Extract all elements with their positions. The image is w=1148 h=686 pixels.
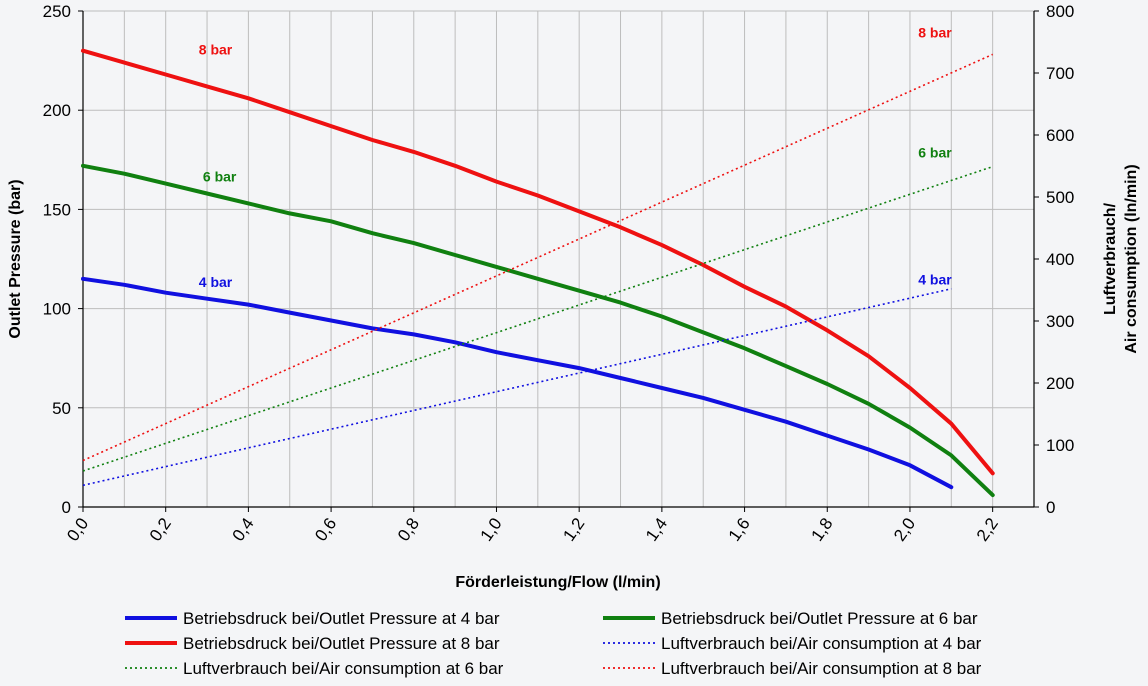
curve-annotation: 6 bar: [203, 169, 237, 185]
curve-annotation: 4 bar: [918, 271, 952, 287]
legend-label: Luftverbrauch bei/Air consumption at 4 b…: [661, 634, 982, 653]
y-tick-label: 100: [43, 300, 71, 319]
y2-tick-label: 800: [1046, 2, 1074, 21]
x-tick-label: 0,2: [146, 514, 175, 544]
legend-label: Betriebsdruck bei/Outlet Pressure at 4 b…: [183, 609, 500, 628]
series-line: [82, 288, 952, 487]
curve-annotation: 8 bar: [199, 42, 233, 58]
legend-label: Betriebsdruck bei/Outlet Pressure at 8 b…: [183, 634, 500, 653]
x-tick-label: 1,4: [642, 514, 671, 544]
x-tick-label: 0,8: [394, 514, 423, 544]
curve-annotation: 6 bar: [918, 144, 952, 160]
series-line: [81, 276, 954, 490]
y2-tick-label: 700: [1046, 64, 1074, 83]
curve-annotation: 4 bar: [199, 274, 233, 290]
legend-label: Betriebsdruck bei/Outlet Pressure at 6 b…: [661, 609, 978, 628]
y2-tick-label: 500: [1046, 188, 1074, 207]
legend-label: Luftverbrauch bei/Air consumption at 8 b…: [661, 659, 982, 678]
y2-tick-label: 300: [1046, 312, 1074, 331]
y-axis-title: Outlet Pressure (bar): [7, 179, 24, 338]
x-tick-label: 2,0: [890, 514, 919, 544]
axes: [78, 10, 1039, 512]
y2-axis-title-line2: Air consumption (ln/min): [1123, 164, 1140, 353]
curve-annotations: 8 bar 6 bar 4 bar 8 bar 6 bar 4 bar: [199, 25, 952, 290]
series-line: [81, 48, 995, 476]
legend-label: Luftverbrauch bei/Air consumption at 6 b…: [183, 659, 504, 678]
x-tick-label: 0,6: [311, 514, 340, 544]
y2-tick-label: 600: [1046, 126, 1074, 145]
y2-tick-label: 200: [1046, 374, 1074, 393]
y2-tick-label: 0: [1046, 498, 1055, 517]
y-tick-label: 50: [52, 399, 71, 418]
x-tick-label: 1,0: [477, 514, 506, 544]
legend: Betriebsdruck bei/Outlet Pressure at 4 b…: [125, 609, 982, 678]
y2-tick-label: 100: [1046, 436, 1074, 455]
series-line: [81, 163, 995, 498]
x-tick-label: 0,0: [63, 514, 92, 544]
x-tick-label: 1,8: [807, 514, 836, 544]
curve-annotation: 8 bar: [918, 25, 952, 41]
y-tick-label: 250: [43, 2, 71, 21]
x-tick-label: 1,6: [725, 514, 754, 544]
plot-area: [83, 11, 1034, 507]
y-tick-label: 200: [43, 101, 71, 120]
y-tick-label: 0: [62, 498, 71, 517]
x-tick-label: 1,2: [559, 514, 588, 544]
x-tick-label: 2,2: [973, 514, 1002, 544]
x-tick-label: 0,4: [229, 514, 258, 544]
x-axis-title: Förderleistung/Flow (l/min): [455, 574, 660, 591]
y2-tick-label: 400: [1046, 250, 1074, 269]
y-tick-label: 150: [43, 200, 71, 219]
y2-axis-title-line1: Luftverbrauch/: [1102, 202, 1119, 315]
series-line: [82, 53, 994, 462]
data-series: [81, 48, 995, 498]
